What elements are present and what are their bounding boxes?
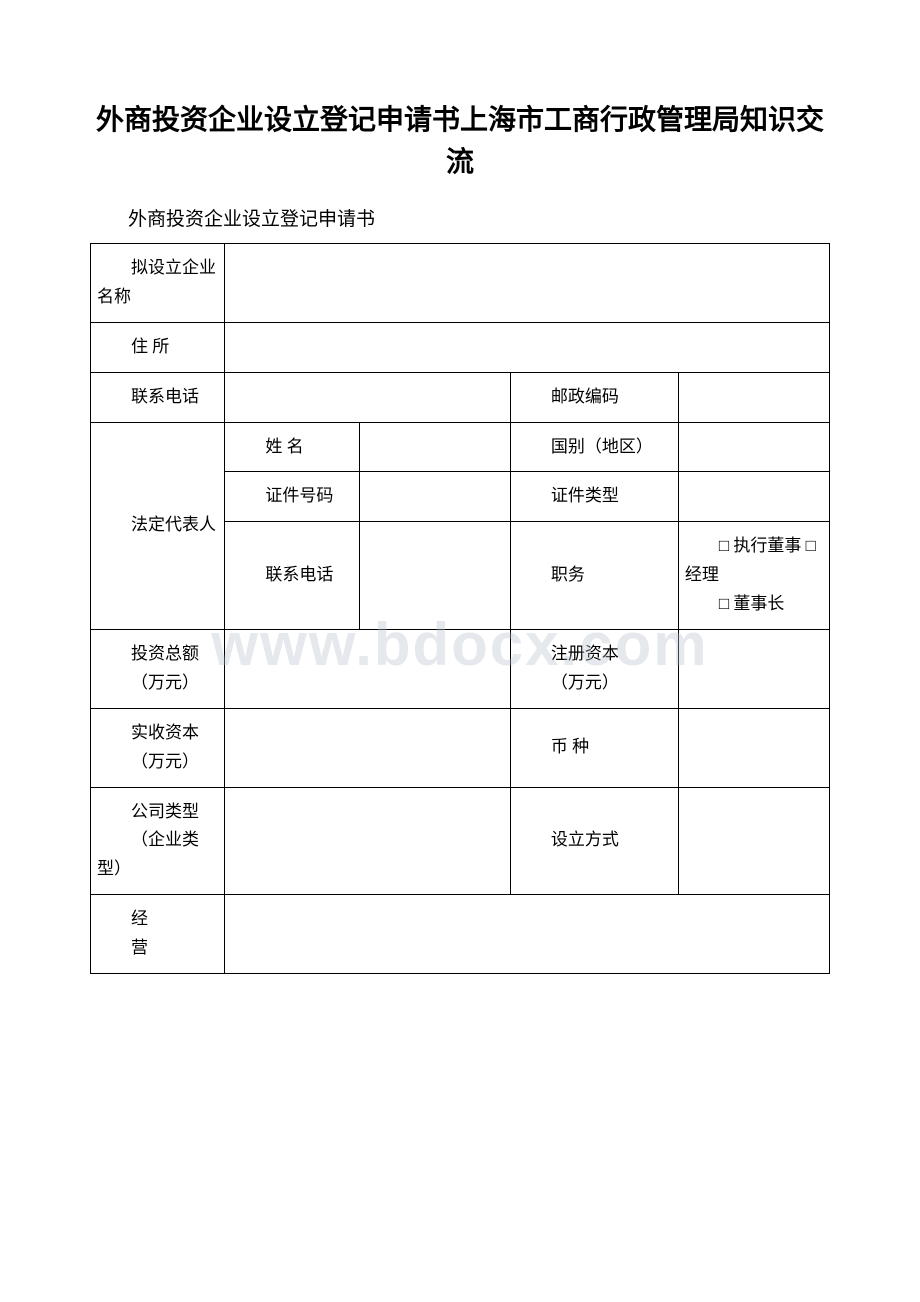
document-subtitle: 外商投资企业设立登记申请书 — [90, 204, 830, 231]
business-label-2: 营 — [97, 934, 218, 963]
label-address: 住 所 — [91, 322, 225, 372]
row-company-type: 公司类型 （企业类型） 设立方式 — [91, 787, 830, 895]
label-name: 姓 名 — [225, 422, 359, 472]
label-business: 经 营 — [91, 895, 225, 974]
value-country — [678, 422, 829, 472]
label-contact-phone: 联系电话 — [225, 522, 359, 630]
position-option-2: □ 董事长 — [685, 590, 823, 619]
label-id-number: 证件号码 — [225, 472, 359, 522]
label-country: 国别（地区） — [510, 422, 678, 472]
row-phone-postal: 联系电话 邮政编码 — [91, 372, 830, 422]
row-investment: 投资总额 （万元） 注册资本 （万元） — [91, 630, 830, 709]
label-position: 职务 — [510, 522, 678, 630]
value-contact-phone — [359, 522, 510, 630]
value-investment-total — [225, 630, 511, 709]
row-address: 住 所 — [91, 322, 830, 372]
document-title: 外商投资企业设立登记申请书上海市工商行政管理局知识交流 — [90, 100, 830, 184]
registered-label-2: （万元） — [517, 669, 672, 698]
value-company-name — [225, 244, 830, 323]
label-postal: 邮政编码 — [510, 372, 678, 422]
company-type-label-2: （企业类型） — [97, 826, 218, 884]
label-paid-capital: 实收资本 （万元） — [91, 708, 225, 787]
label-investment-total: 投资总额 （万元） — [91, 630, 225, 709]
label-company-type: 公司类型 （企业类型） — [91, 787, 225, 895]
value-address — [225, 322, 830, 372]
value-paid-capital — [225, 708, 511, 787]
row-business: 经 营 — [91, 895, 830, 974]
label-currency: 币 种 — [510, 708, 678, 787]
value-position: □ 执行董事 □ 经理 □ 董事长 — [678, 522, 829, 630]
row-company-name: 拟设立企业名称 — [91, 244, 830, 323]
business-label-1: 经 — [97, 905, 218, 934]
label-registered-capital: 注册资本 （万元） — [510, 630, 678, 709]
row-paid-capital: 实收资本 （万元） 币 种 — [91, 708, 830, 787]
application-form-table: 拟设立企业名称 住 所 联系电话 邮政编码 法定代表人 姓 名 国别（地区） 证… — [90, 243, 830, 974]
value-id-type — [678, 472, 829, 522]
label-establish-method: 设立方式 — [510, 787, 678, 895]
investment-label-2: （万元） — [97, 669, 218, 698]
value-company-type — [225, 787, 511, 895]
registered-label-1: 注册资本 — [517, 640, 672, 669]
value-business — [225, 895, 830, 974]
label-id-type: 证件类型 — [510, 472, 678, 522]
paid-label-1: 实收资本 — [97, 719, 218, 748]
value-id-number — [359, 472, 510, 522]
value-currency — [678, 708, 829, 787]
position-option-1: □ 执行董事 □ 经理 — [685, 532, 823, 590]
label-phone: 联系电话 — [91, 372, 225, 422]
value-name — [359, 422, 510, 472]
label-legal-rep: 法定代表人 — [91, 422, 225, 629]
label-company-name: 拟设立企业名称 — [91, 244, 225, 323]
row-legalrep-name: 法定代表人 姓 名 国别（地区） — [91, 422, 830, 472]
value-postal — [678, 372, 829, 422]
paid-label-2: （万元） — [97, 748, 218, 777]
company-type-label-1: 公司类型 — [97, 798, 218, 827]
value-phone — [225, 372, 511, 422]
investment-label-1: 投资总额 — [97, 640, 218, 669]
value-registered-capital — [678, 630, 829, 709]
value-establish-method — [678, 787, 829, 895]
